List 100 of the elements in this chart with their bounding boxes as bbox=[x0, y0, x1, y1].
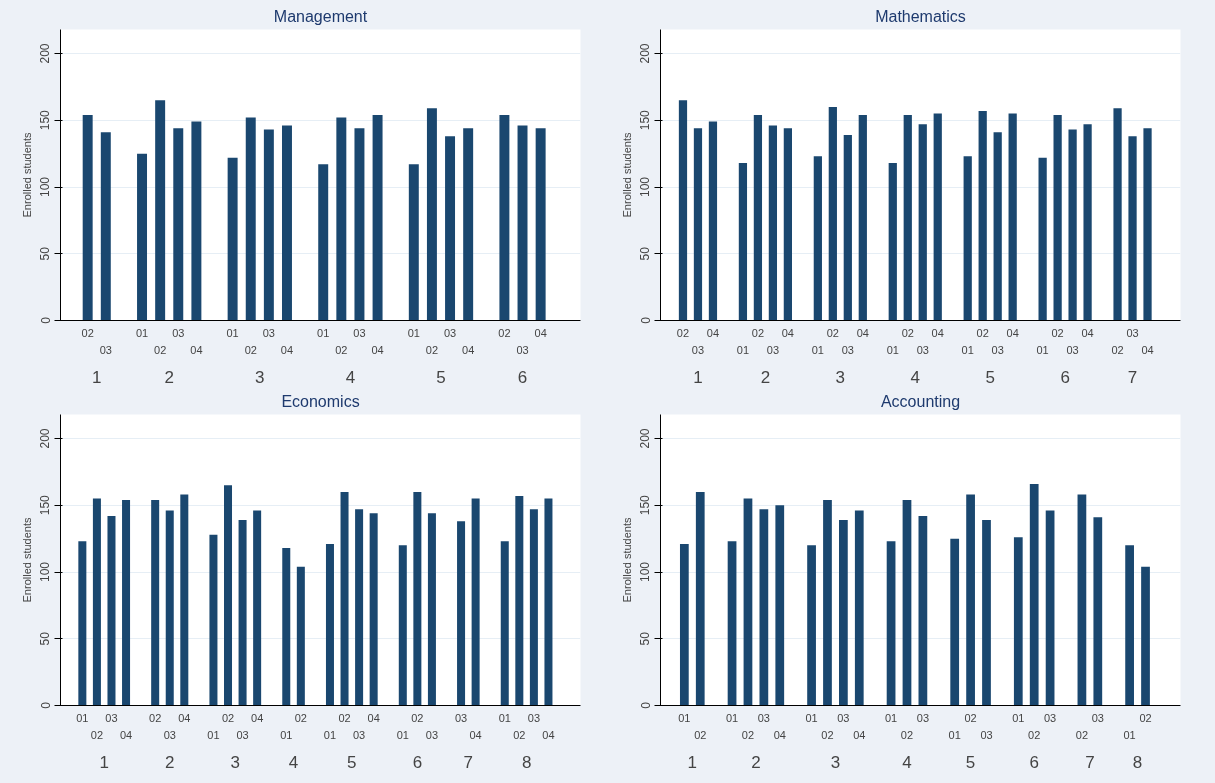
y-tick-label: 150 bbox=[638, 494, 653, 516]
x-tick-label: 04 bbox=[773, 728, 786, 741]
x-tick-label: 01 bbox=[961, 343, 974, 356]
y-tick-label: 100 bbox=[638, 176, 653, 198]
text: 1 bbox=[99, 752, 109, 772]
chart-title: Economics bbox=[281, 392, 360, 410]
x-tick-label: 02 bbox=[900, 728, 914, 741]
text: 3 bbox=[230, 752, 241, 772]
x-tick-label: 04 bbox=[1141, 343, 1154, 356]
y-tick-label: 200 bbox=[638, 428, 653, 449]
x-tick-label: 01 bbox=[317, 326, 330, 339]
text: 6 bbox=[1029, 752, 1039, 772]
x-tick-label: 02 bbox=[338, 711, 351, 724]
x-tick-label: 03 bbox=[1066, 343, 1079, 356]
x-tick-label: 04 bbox=[931, 326, 944, 339]
x-tick-label: 03 bbox=[516, 343, 529, 356]
x-tick-label: 02 bbox=[1111, 343, 1124, 356]
x-tick-label: 01 bbox=[736, 343, 750, 356]
x-tick-label: 03 bbox=[1126, 326, 1139, 339]
x-tick-label: 03 bbox=[916, 343, 929, 356]
x-tick-label: 01 bbox=[280, 728, 293, 741]
x-tick-label: 02 bbox=[964, 711, 977, 724]
text: 2 bbox=[164, 367, 174, 387]
y-tick-label: 200 bbox=[38, 428, 53, 449]
x-tick-label: 02 bbox=[1075, 728, 1089, 741]
y-tick-label: 200 bbox=[38, 43, 53, 64]
x-tick-label: 03 bbox=[163, 728, 176, 741]
x-tick-label: 01 bbox=[396, 728, 409, 741]
y-tick-label: 0 bbox=[638, 701, 653, 709]
x-tick-label: 03 bbox=[236, 728, 249, 741]
x-tick-label: 02 bbox=[425, 343, 439, 356]
x-tick-label: 03 bbox=[527, 711, 541, 724]
y-tick-label: 0 bbox=[638, 316, 653, 324]
text: 5 bbox=[985, 367, 995, 387]
y-tick-label: 50 bbox=[638, 246, 653, 261]
text: 1 bbox=[693, 367, 703, 387]
y-tick-label: 150 bbox=[38, 109, 53, 131]
text: 3 bbox=[835, 367, 846, 387]
x-tick-label: 03 bbox=[1043, 711, 1057, 724]
x-tick-label: 01 bbox=[135, 326, 149, 339]
x-tick-label: 02 bbox=[154, 343, 167, 356]
y-axis-title: Enrolled students bbox=[20, 517, 33, 603]
text: 2 bbox=[760, 367, 771, 387]
x-tick-label: 04 bbox=[469, 728, 482, 741]
y-axis-title: Enrolled students bbox=[620, 132, 633, 218]
x-tick-label: 01 bbox=[725, 711, 739, 724]
x-tick-label: 01 bbox=[1012, 711, 1025, 724]
x-tick-label: 02 bbox=[149, 711, 162, 724]
x-tick-label: 02 bbox=[694, 728, 707, 741]
y-tick-label: 100 bbox=[38, 176, 53, 198]
x-tick-label: 01 bbox=[811, 343, 824, 356]
text: 5 bbox=[436, 367, 446, 387]
x-tick-label: 04 bbox=[542, 728, 555, 741]
text: 6 bbox=[517, 367, 528, 387]
x-tick-label: 01 bbox=[886, 343, 899, 356]
x-tick-label: 03 bbox=[105, 711, 118, 724]
x-tick-label: 04 bbox=[119, 728, 133, 741]
x-tick-label: 04 bbox=[367, 711, 380, 724]
x-tick-label: 04 bbox=[251, 711, 264, 724]
text: 2 bbox=[165, 752, 175, 772]
x-tick-label: 02 bbox=[335, 343, 348, 356]
y-tick-label: 0 bbox=[38, 316, 53, 324]
chart-title: Accounting bbox=[880, 392, 961, 410]
x-tick-label: 04 bbox=[178, 711, 191, 724]
x-tick-label: 04 bbox=[706, 326, 720, 339]
x-tick-label: 02 bbox=[741, 728, 755, 741]
x-tick-label: 02 bbox=[1139, 711, 1152, 724]
x-tick-label: 01 bbox=[76, 711, 89, 724]
x-tick-label: 03 bbox=[757, 711, 770, 724]
x-tick-label: 02 bbox=[976, 326, 989, 339]
x-tick-label: 02 bbox=[676, 326, 690, 339]
text: 6 bbox=[1060, 367, 1070, 387]
x-tick-label: 03 bbox=[352, 728, 366, 741]
x-tick-label: 03 bbox=[766, 343, 780, 356]
x-tick-label: 03 bbox=[172, 326, 185, 339]
x-tick-label: 02 bbox=[513, 728, 526, 741]
x-tick-label: 04 bbox=[462, 343, 475, 356]
x-tick-label: 04 bbox=[280, 343, 294, 356]
x-tick-label: 02 bbox=[411, 711, 424, 724]
x-tick-label: 03 bbox=[425, 728, 439, 741]
x-tick-label: 04 bbox=[856, 326, 869, 339]
text: 4 bbox=[910, 367, 920, 387]
x-tick-label: 01 bbox=[1123, 728, 1136, 741]
x-tick-label: 03 bbox=[99, 343, 112, 356]
x-tick-label: 02 bbox=[221, 711, 235, 724]
x-tick-label: 04 bbox=[781, 326, 795, 339]
y-tick-label: 50 bbox=[38, 246, 53, 261]
x-tick-label: 02 bbox=[498, 326, 511, 339]
x-tick-label: 01 bbox=[1036, 343, 1049, 356]
x-tick-label: 04 bbox=[1081, 326, 1094, 339]
x-tick-label: 02 bbox=[826, 326, 839, 339]
x-tick-label: 04 bbox=[190, 343, 203, 356]
x-tick-label: 01 bbox=[678, 711, 691, 724]
y-tick-label: 50 bbox=[638, 631, 653, 646]
x-tick-label: 01 bbox=[805, 711, 818, 724]
text: 8 bbox=[1132, 752, 1143, 772]
x-tick-label: 01 bbox=[323, 728, 337, 741]
y-tick-label: 150 bbox=[638, 109, 653, 131]
x-tick-label: 02 bbox=[1051, 326, 1064, 339]
x-tick-label: 02 bbox=[244, 343, 257, 356]
